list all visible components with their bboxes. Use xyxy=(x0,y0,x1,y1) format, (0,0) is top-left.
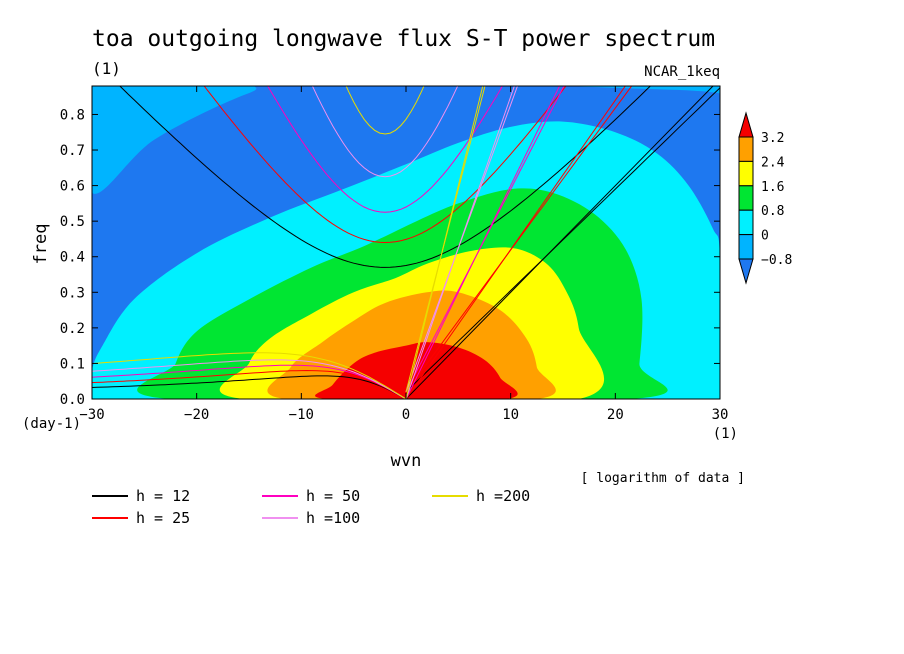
y-tick-label: 0.6 xyxy=(60,179,85,195)
rossby-wave-curve xyxy=(92,369,407,399)
colorbar-bottom-arrow xyxy=(738,258,754,285)
data-note: [ logarithm of data ] xyxy=(581,471,745,486)
mrg-wave-curve xyxy=(405,87,720,393)
mrg-wave-curve xyxy=(405,86,565,393)
colorbar-segment xyxy=(738,136,754,162)
inertia-gravity-curve xyxy=(311,86,459,178)
legend: h = 12 h = 25 h = 50 h =100 h =200 xyxy=(92,487,530,527)
inertia-gravity-curve xyxy=(345,86,425,135)
axes: −30 −20 −10 0 10 20 30 0.0 0.1 0.2 0.3 0.4 0.5 0.6 0.7… xyxy=(60,86,729,423)
y-tick-label: 0.3 xyxy=(60,285,85,301)
y-tick-label: 0.0 xyxy=(60,392,85,408)
colorbar-segment xyxy=(738,209,754,236)
x-axis-label: wvn xyxy=(391,451,422,471)
kelvin-wave-curve xyxy=(405,86,561,399)
kelvin-wave-curve xyxy=(405,86,626,399)
y-tick-label: 0.1 xyxy=(60,356,85,372)
colorbar-label: 0 xyxy=(761,229,769,244)
chart-subtitle-left: (1) xyxy=(92,59,121,78)
colorbar-segment xyxy=(738,234,754,260)
dispersion-curves xyxy=(92,86,720,399)
inertia-gravity-curve xyxy=(267,86,503,213)
y-unit-label: (day-1) xyxy=(22,416,81,432)
x-unit-label: (1) xyxy=(713,426,738,442)
inertia-gravity-curve xyxy=(119,86,652,268)
chart-subtitle-right: NCAR_1keq xyxy=(644,64,720,80)
x-tick-label: 30 xyxy=(712,407,729,423)
y-tick-label: 0.7 xyxy=(60,143,85,159)
legend-label: h = 50 xyxy=(306,487,360,505)
mrg-wave-curve xyxy=(405,86,486,393)
kelvin-wave-curve xyxy=(405,86,484,399)
plot-area xyxy=(91,85,721,400)
x-tick-label: −20 xyxy=(184,407,209,423)
x-tick-label: −10 xyxy=(289,407,314,423)
y-axis-label: freq xyxy=(31,224,51,265)
legend-label: h = 12 xyxy=(136,487,190,505)
chart-title: toa outgoing longwave flux S-T power spe… xyxy=(92,26,715,52)
contour-fills xyxy=(92,86,720,399)
colorbar-segment xyxy=(738,160,754,187)
kelvin-wave-curve xyxy=(405,86,714,399)
y-tick-label: 0.5 xyxy=(60,214,85,230)
legend-label: h =200 xyxy=(476,487,530,505)
y-tick-label: 0.4 xyxy=(60,250,85,266)
colorbar-label: 1.6 xyxy=(761,180,784,195)
mrg-wave-curve xyxy=(405,86,519,393)
mrg-wave-curve xyxy=(405,86,633,393)
rossby-wave-curve xyxy=(92,364,407,399)
x-tick-label: −30 xyxy=(79,407,104,423)
x-tick-label: 10 xyxy=(502,407,519,423)
rossby-wave-curve xyxy=(92,375,407,399)
inertia-gravity-curve xyxy=(203,86,567,244)
colorbar-label: 2.4 xyxy=(761,155,785,170)
rossby-wave-curve xyxy=(92,352,407,399)
x-tick-label: 0 xyxy=(402,407,410,423)
y-tick-label: 0.2 xyxy=(60,321,85,337)
colorbar-segment xyxy=(738,185,754,211)
colorbar: 3.2 2.4 1.6 0.8 0 −0.8 xyxy=(738,111,792,285)
colorbar-label: 3.2 xyxy=(761,131,784,146)
colorbar-top-arrow xyxy=(738,111,754,138)
colorbar-label: 0.8 xyxy=(761,204,784,219)
colorbar-label: −0.8 xyxy=(761,253,792,268)
contour-region xyxy=(92,86,720,194)
y-tick-label: 0.8 xyxy=(60,107,85,123)
legend-label: h = 25 xyxy=(136,509,190,527)
rossby-wave-curve xyxy=(92,359,407,399)
x-tick-label: 20 xyxy=(607,407,624,423)
legend-label: h =100 xyxy=(306,509,360,527)
